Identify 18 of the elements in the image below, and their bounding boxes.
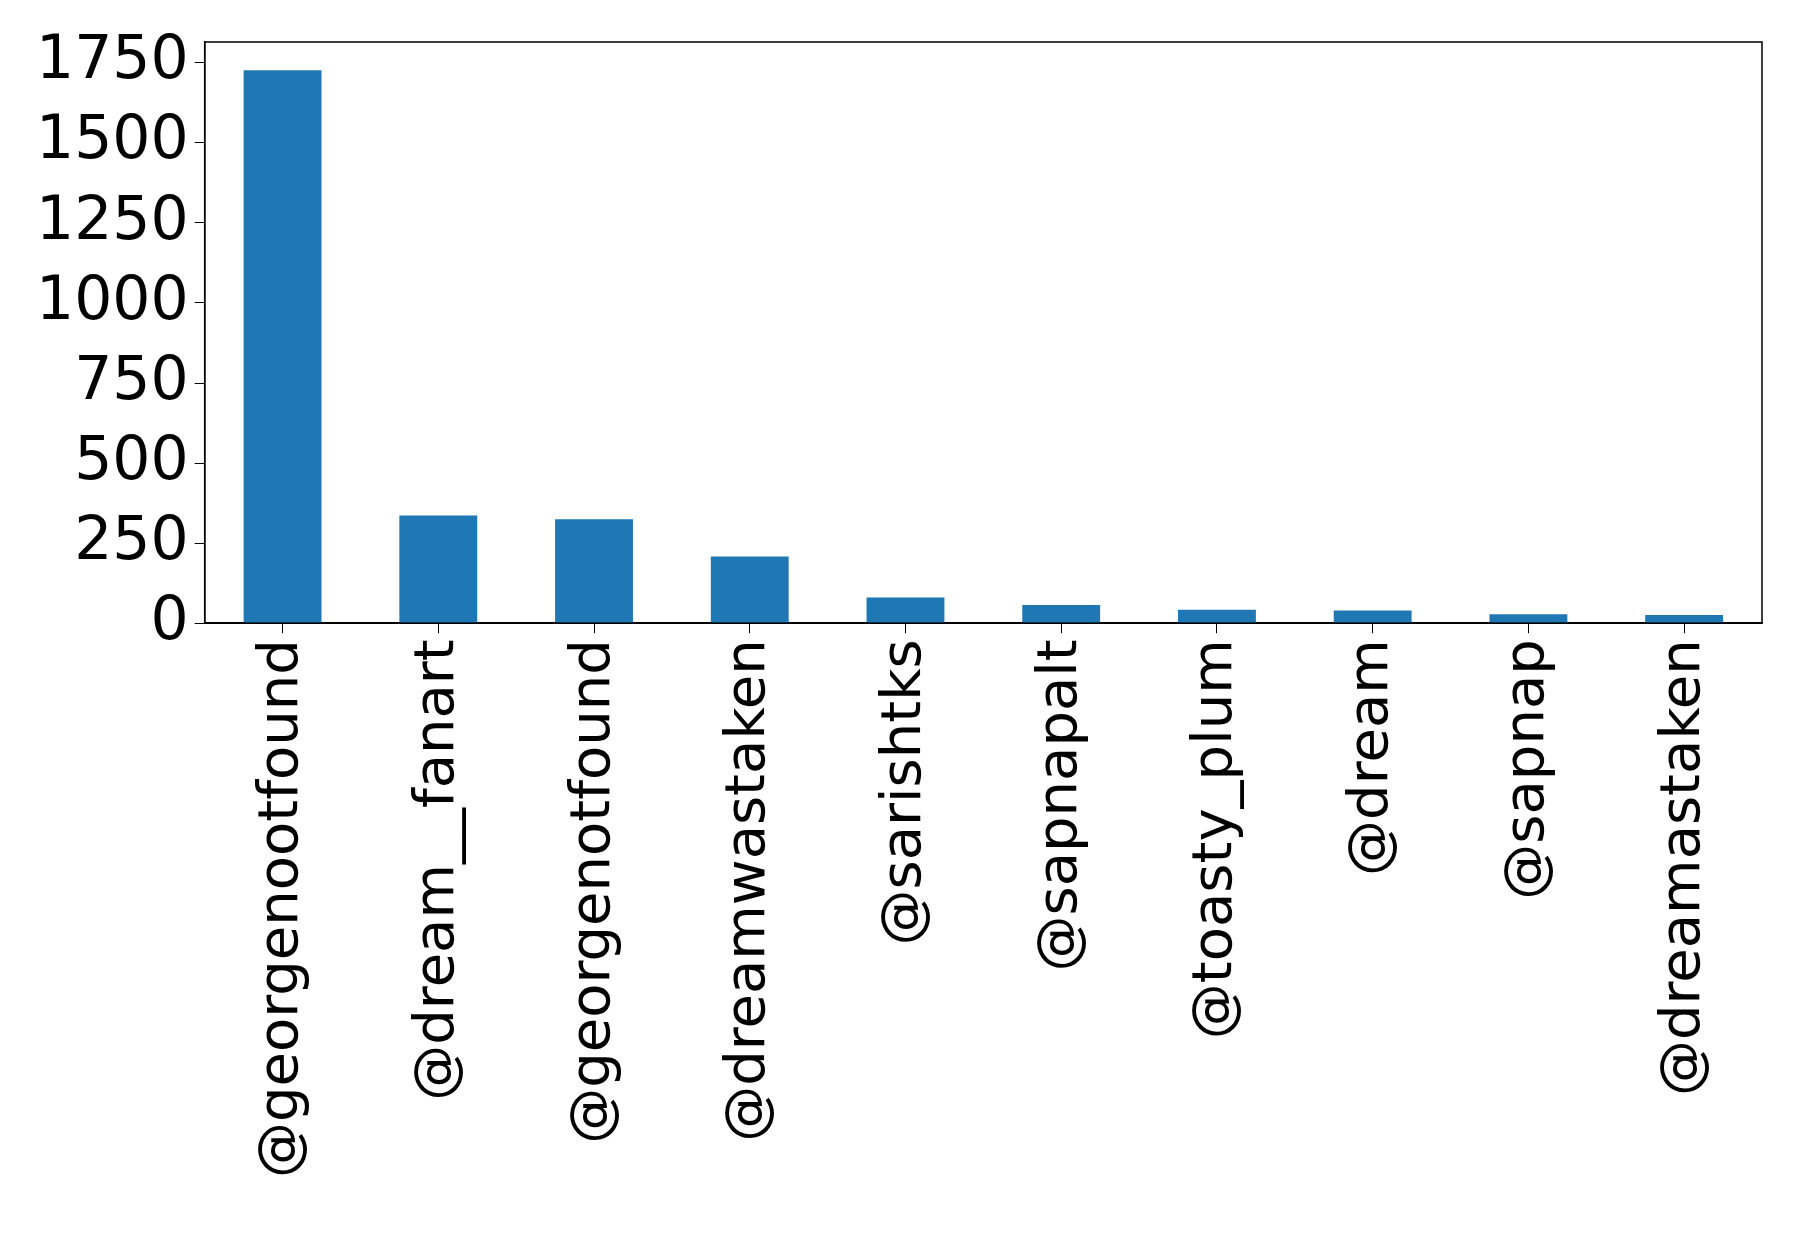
x-tick-label: @dreamastaken — [1646, 639, 1712, 1097]
y-tick-label: 1500 — [35, 102, 189, 173]
x-tick-label: @dreamwastaken — [712, 639, 778, 1142]
x-tick-label: @sarishtks — [868, 639, 934, 946]
y-tick-label: 500 — [74, 422, 189, 493]
x-tick-label: @dream — [1335, 639, 1401, 876]
y-tick-label: 750 — [74, 342, 189, 413]
x-tick-label: @sapnapalt — [1023, 639, 1089, 972]
y-tick-label: 1250 — [35, 182, 189, 253]
y-tick-label: 0 — [150, 582, 189, 653]
x-tick-label: @georgenootfound — [245, 639, 311, 1178]
x-tick-label: @dream__fanart — [400, 639, 466, 1101]
y-tick-label: 1000 — [35, 262, 189, 333]
y-tick-label: 250 — [74, 502, 189, 573]
x-tick-label: @sapnap — [1490, 639, 1556, 900]
y-tick-label: 1750 — [35, 22, 189, 93]
x-tick-label: @toasty_plum — [1179, 639, 1245, 1040]
x-tick-label: @georgenotfound — [556, 639, 622, 1144]
